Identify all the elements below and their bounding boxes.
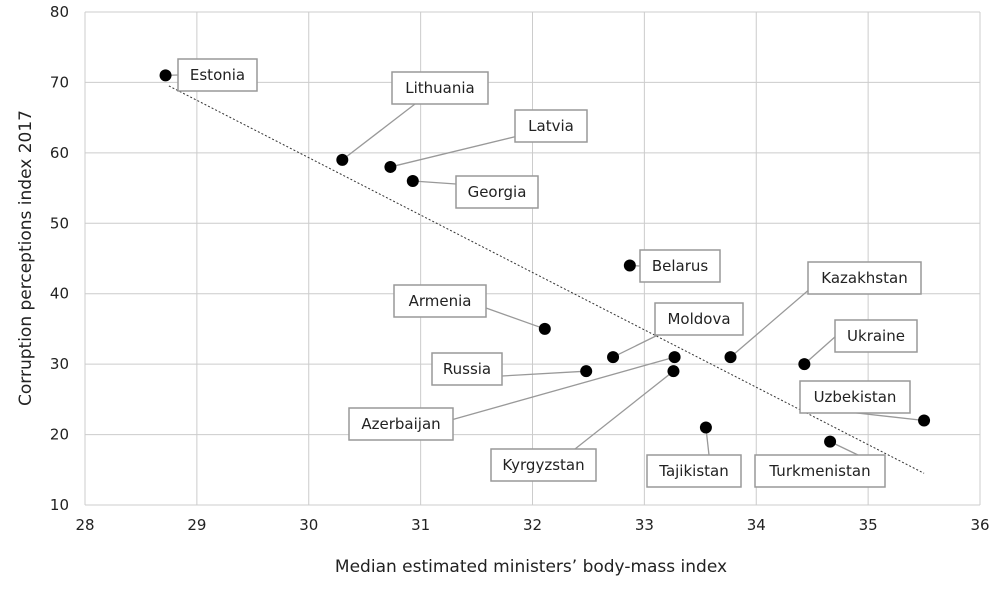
- label-leader-line: [390, 135, 519, 168]
- point-label-box: [514, 109, 588, 143]
- point-label-box: [177, 58, 258, 92]
- label-leader-line: [412, 180, 457, 185]
- y-tick-label: 20: [50, 426, 69, 444]
- y-tick-label: 10: [50, 496, 69, 514]
- label-leader-line: [501, 370, 587, 377]
- data-points: [159, 69, 931, 448]
- point-label-box: [654, 302, 744, 336]
- label-leader-line: [612, 331, 665, 358]
- label-leader-line: [574, 370, 674, 450]
- data-point: [824, 435, 837, 448]
- x-tick-label: 30: [299, 516, 318, 534]
- x-tick-label: 31: [411, 516, 430, 534]
- point-label-box: [807, 261, 922, 295]
- x-tick-label: 28: [75, 516, 94, 534]
- point-label: Kyrgyzstan: [502, 456, 584, 474]
- data-point: [384, 160, 397, 173]
- y-tick-label: 50: [50, 214, 69, 232]
- x-tick-label: 33: [635, 516, 654, 534]
- data-point: [538, 322, 551, 335]
- point-label: Moldova: [667, 310, 730, 328]
- x-axis-title: Median estimated ministers’ body-mass in…: [335, 557, 727, 577]
- label-leader-line: [485, 307, 546, 330]
- point-label-box: [834, 319, 918, 353]
- label-leader-line: [450, 356, 675, 421]
- x-tick-label: 34: [747, 516, 766, 534]
- point-label-box: [639, 249, 721, 283]
- point-label-box: [348, 407, 454, 441]
- point-label: Ukraine: [847, 327, 905, 345]
- data-point: [668, 351, 681, 364]
- point-label-box: [431, 352, 503, 386]
- data-point: [336, 153, 349, 166]
- y-tick-label: 70: [50, 73, 69, 91]
- x-tick-label: 29: [187, 516, 206, 534]
- point-label: Russia: [443, 360, 491, 378]
- point-label-box: [490, 448, 597, 482]
- point-label: Turkmenistan: [768, 462, 870, 480]
- y-tick-label: 60: [50, 144, 69, 162]
- point-label: Kazakhstan: [821, 269, 907, 287]
- point-label-box: [391, 71, 489, 105]
- label-leader-line: [730, 287, 812, 358]
- y-tick-label: 40: [50, 285, 69, 303]
- point-label: Belarus: [652, 257, 709, 275]
- data-point: [623, 259, 636, 272]
- data-point: [699, 421, 712, 434]
- data-point: [580, 365, 593, 378]
- x-tick-label: 36: [970, 516, 989, 534]
- y-tick-label: 30: [50, 355, 69, 373]
- data-point: [159, 69, 172, 82]
- data-point: [607, 351, 620, 364]
- point-label-box: [393, 284, 487, 318]
- label-leader-line: [341, 103, 416, 161]
- trend-line: [168, 85, 925, 474]
- x-tick-label: 35: [859, 516, 878, 534]
- point-label-box: [455, 175, 539, 209]
- data-point: [724, 351, 737, 364]
- tick-labels: 28 29 30 31 32 33 34 35 36 10 20 30 40 50 60 70 80: [50, 3, 990, 534]
- point-label: Uzbekistan: [814, 388, 897, 406]
- point-label-box: [799, 380, 911, 414]
- data-point: [406, 175, 419, 188]
- point-label: Lithuania: [405, 79, 474, 97]
- point-label: Azerbaijan: [361, 415, 440, 433]
- data-point: [667, 365, 680, 378]
- x-tick-label: 32: [523, 516, 542, 534]
- y-axis-title: Corruption perceptions index 2017: [16, 110, 36, 406]
- point-label: Tajikistan: [658, 462, 728, 480]
- point-label: Latvia: [528, 117, 574, 135]
- point-label-box: [646, 454, 742, 488]
- point-label-box: [754, 454, 886, 488]
- point-label: Georgia: [468, 183, 527, 201]
- data-point: [918, 414, 931, 427]
- data-point: [798, 358, 811, 371]
- y-tick-label: 80: [50, 3, 69, 21]
- point-label: Estonia: [190, 66, 245, 84]
- point-label: Armenia: [409, 292, 472, 310]
- point-labels: Estonia Lithuania Latvia Georgia Belarus Arme…: [177, 58, 922, 488]
- label-leader-line: [803, 335, 837, 365]
